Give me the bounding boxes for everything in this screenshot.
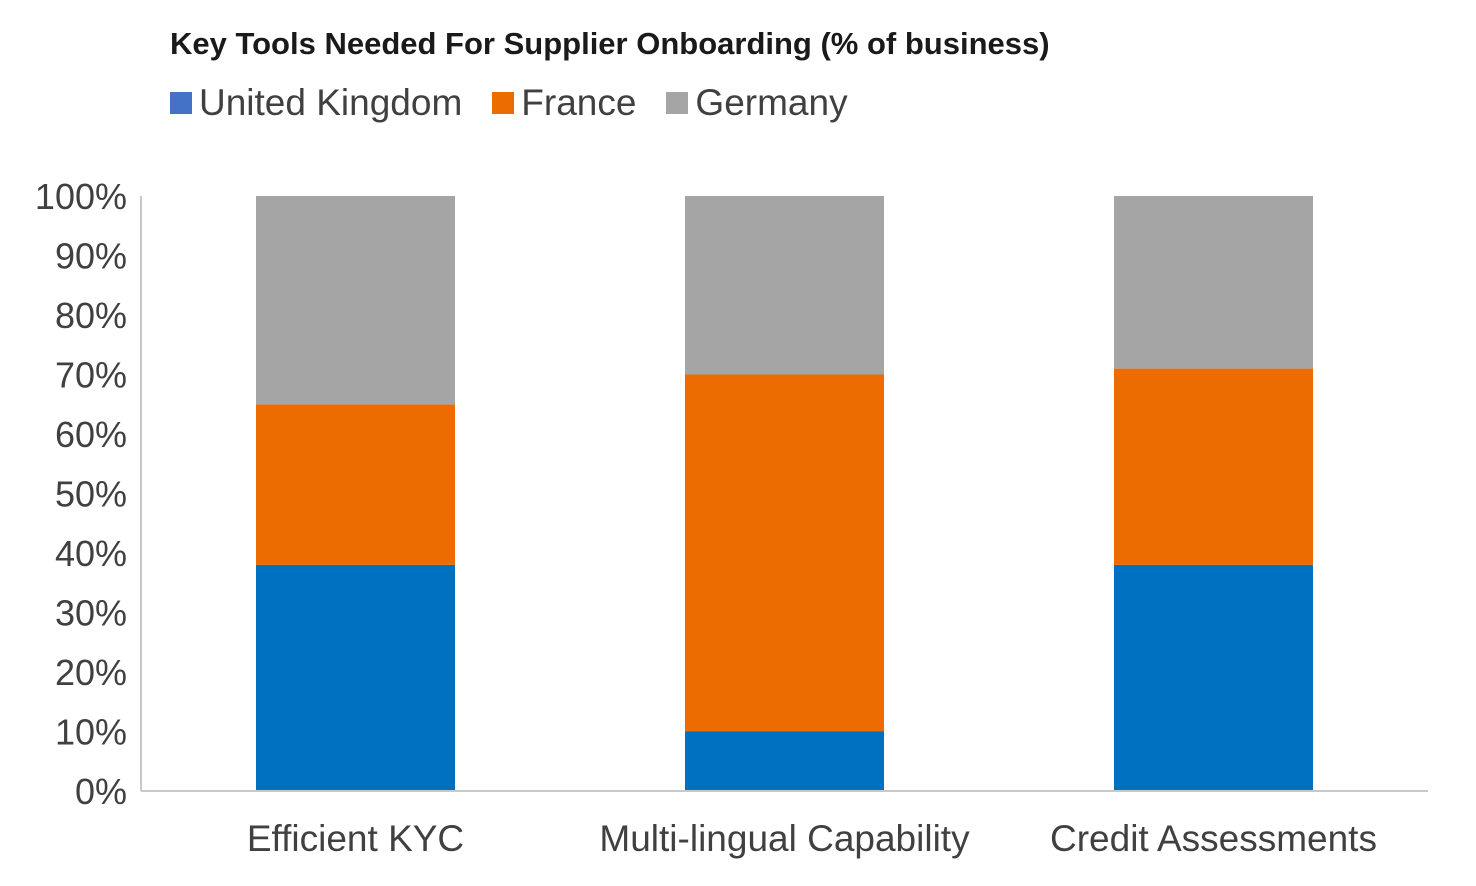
bar-germany-3 (1114, 196, 1313, 369)
y-tick-label: 60% (55, 414, 127, 455)
legend-label-france: France (521, 82, 637, 123)
chart-title: Key Tools Needed For Supplier Onboarding… (170, 26, 1050, 61)
legend-swatch-united-kingdom (170, 92, 192, 114)
y-tick-label: 70% (55, 355, 127, 396)
y-tick-label: 90% (55, 236, 127, 277)
legend-item-united-kingdom: United Kingdom (170, 82, 462, 124)
bar-germany-2 (685, 196, 884, 375)
y-tick-label: 50% (55, 474, 127, 515)
legend-item-germany: Germany (666, 82, 848, 124)
y-tick-label: 20% (55, 652, 127, 693)
y-tick-label: 10% (55, 712, 127, 753)
bar-france-1 (256, 404, 455, 565)
bar-france-2 (685, 374, 884, 732)
y-tick-label: 0% (75, 771, 127, 812)
bar-united-kingdom-1 (256, 564, 455, 791)
y-tick-label: 100% (35, 176, 127, 217)
bar-united-kingdom-2 (685, 731, 884, 791)
legend-swatch-france (492, 92, 515, 114)
legend-swatch-germany (666, 92, 689, 114)
legend-item-france: France (492, 82, 636, 124)
bar-united-kingdom-3 (1114, 564, 1313, 791)
chart-legend: United Kingdom France Germany (170, 82, 878, 124)
x-tick-label: Multi-lingual Capability (599, 818, 970, 859)
bar-france-3 (1114, 368, 1313, 565)
x-tick-label: Efficient KYC (247, 818, 464, 859)
bar-germany-1 (256, 196, 455, 405)
x-tick-label: Credit Assessments (1050, 818, 1377, 859)
legend-label-united-kingdom: United Kingdom (199, 82, 463, 123)
y-tick-label: 40% (55, 533, 127, 574)
legend-label-germany: Germany (695, 82, 848, 123)
y-tick-label: 30% (55, 593, 127, 634)
y-tick-label: 80% (55, 295, 127, 336)
